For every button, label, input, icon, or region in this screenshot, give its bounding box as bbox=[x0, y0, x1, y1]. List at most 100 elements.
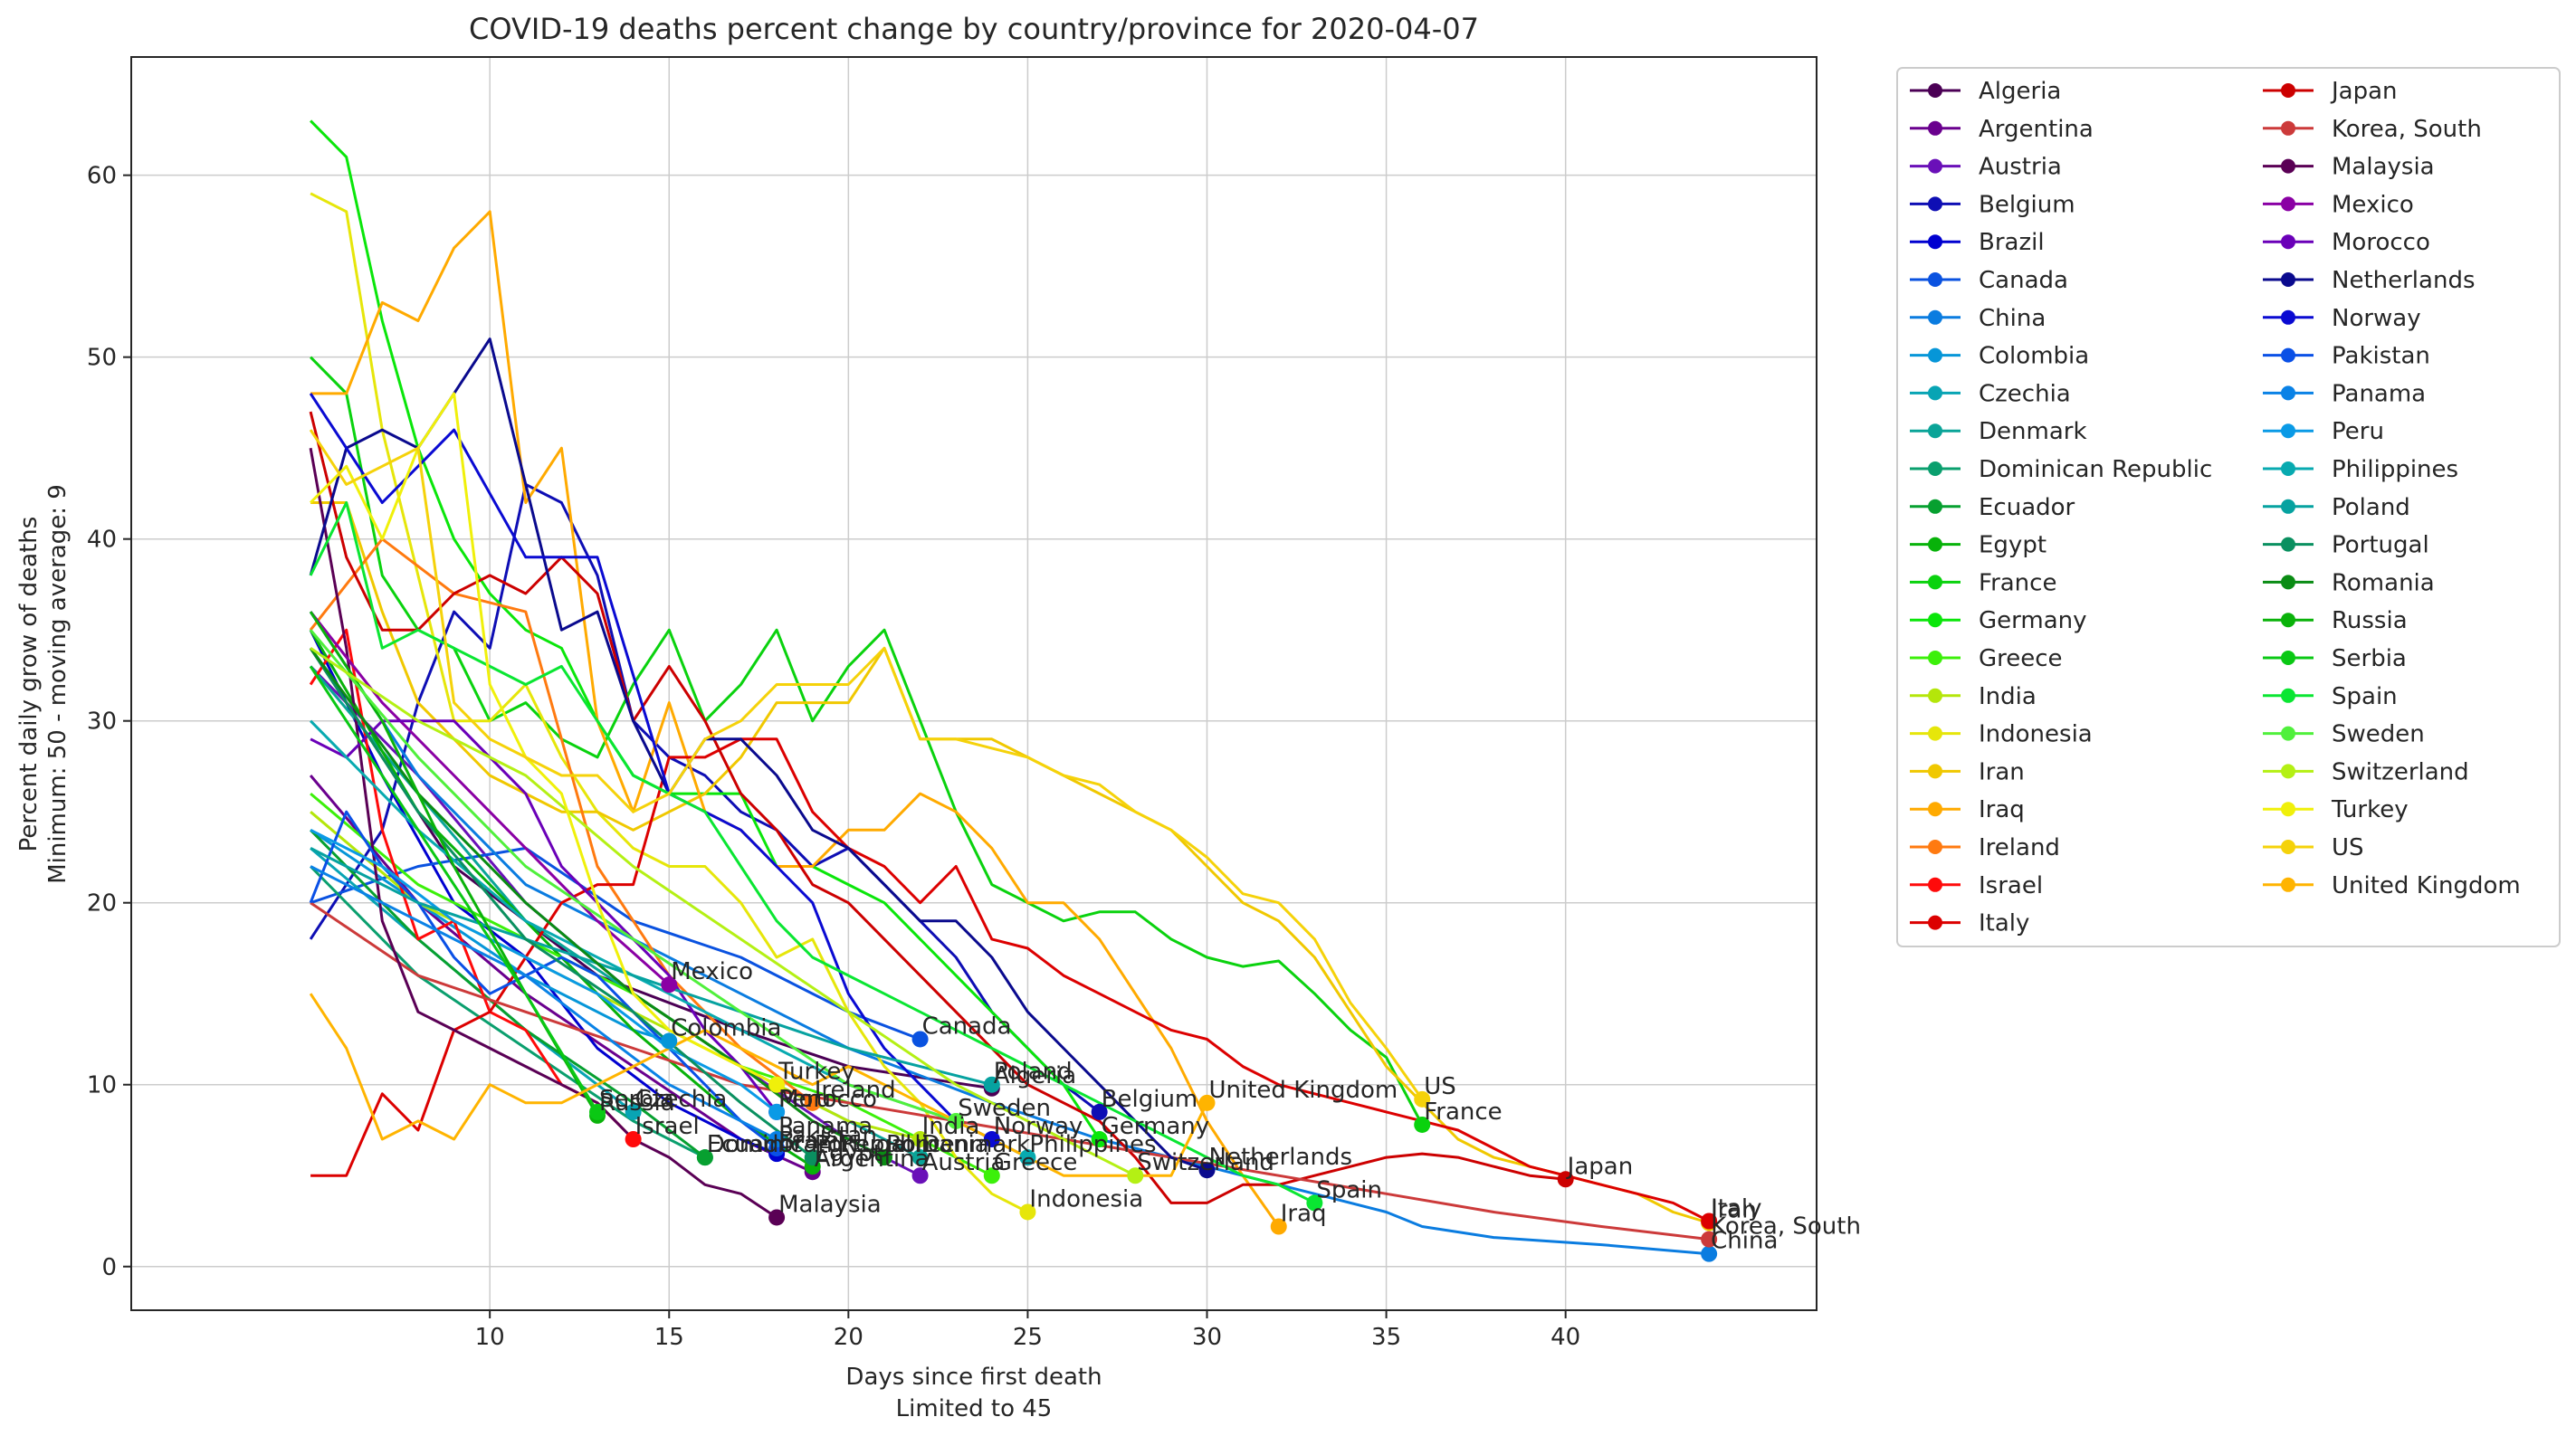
series-end-marker-greece bbox=[983, 1167, 1000, 1184]
series-end-label-indonesia: Indonesia bbox=[1029, 1185, 1143, 1213]
x-axis-label-line-1: Days since first death bbox=[845, 1364, 1102, 1391]
legend-item-belgium: Belgium bbox=[1910, 191, 2075, 218]
series-end-label-dominican-republic: Dominican Republic bbox=[707, 1131, 940, 1158]
series-end-label-ecuador: Ecuador bbox=[707, 1131, 804, 1158]
legend-item-egypt: Egypt bbox=[1910, 532, 2046, 559]
series-end-label-peru: Peru bbox=[778, 1086, 831, 1113]
legend-marker bbox=[1928, 802, 1942, 817]
legend-label: Israel bbox=[1979, 872, 2043, 899]
legend-marker bbox=[2281, 726, 2295, 741]
series-end-marker-peru bbox=[768, 1103, 786, 1120]
legend-marker bbox=[1928, 158, 1942, 174]
series-end-label-colombia: Colombia bbox=[671, 1014, 781, 1041]
series-end-label-brazil: Brazil bbox=[778, 1127, 844, 1155]
series-end-marker-colombia bbox=[661, 1032, 678, 1050]
legend-marker bbox=[1928, 764, 1942, 779]
legend-label: Canada bbox=[1979, 267, 2068, 294]
legend-item-turkey: Turkey bbox=[2263, 796, 2409, 823]
legend-items: Algeria Argentina Austria Belgium Brazil Cana… bbox=[1910, 78, 2521, 937]
legend-marker bbox=[1928, 461, 1942, 476]
legend-item-ecuador: Ecuador bbox=[1910, 494, 2075, 521]
legend-item-ireland: Ireland bbox=[1910, 834, 2060, 861]
legend-label: Poland bbox=[2332, 494, 2410, 521]
legend-label: India bbox=[1979, 683, 2037, 710]
legend-marker bbox=[1928, 423, 1942, 439]
series-end-label-serbia: Serbia bbox=[599, 1086, 674, 1113]
legend-item-panama: Panama bbox=[2263, 380, 2426, 407]
legend-marker bbox=[2281, 158, 2295, 174]
legend-item-portugal: Portugal bbox=[2263, 532, 2429, 559]
legend-item-france: France bbox=[1910, 569, 2056, 596]
legend-item-indonesia: Indonesia bbox=[1910, 721, 2093, 748]
x-tick-label: 35 bbox=[1371, 1324, 1401, 1351]
series-line-spain bbox=[309, 501, 1316, 1204]
legend-item-korea-south: Korea, South bbox=[2263, 116, 2482, 143]
legend-label: Sweden bbox=[2332, 721, 2425, 748]
series-line-switzerland bbox=[310, 647, 1136, 1177]
series-line-turkey bbox=[310, 392, 778, 1087]
series-end-label-portugal: Portugal bbox=[815, 1131, 912, 1158]
legend-label: Italy bbox=[1979, 910, 2029, 937]
x-tick-label: 20 bbox=[834, 1324, 863, 1351]
series-end-label-sweden: Sweden bbox=[958, 1095, 1051, 1122]
series-end-marker-us bbox=[1414, 1090, 1431, 1108]
series-line-dominican-republic bbox=[310, 865, 706, 1159]
series-end-marker-germany bbox=[1091, 1131, 1108, 1148]
legend-label: Brazil bbox=[1979, 229, 2045, 256]
series-end-label-korea-south: Korea, South bbox=[1711, 1213, 1861, 1241]
series-end-label-switzerland: Switzerland bbox=[1137, 1149, 1274, 1176]
series-line-united-kingdom bbox=[309, 993, 1208, 1177]
legend-label: Egypt bbox=[1979, 532, 2046, 559]
legend-label: Algeria bbox=[1979, 78, 2061, 105]
legend-label: Panama bbox=[2332, 380, 2426, 407]
series-end-label-germany: Germany bbox=[1102, 1113, 1210, 1140]
legend-marker bbox=[1928, 309, 1942, 325]
legend-item-algeria: Algeria bbox=[1910, 78, 2061, 105]
legend-label: France bbox=[1979, 569, 2056, 596]
y-axis-label-line-1: Percent daily grow of deaths bbox=[15, 517, 43, 852]
series-end-label-malaysia: Malaysia bbox=[778, 1191, 882, 1218]
legend-marker bbox=[1928, 499, 1942, 514]
series-end-marker-united-kingdom bbox=[1198, 1094, 1216, 1111]
legend-label: Netherlands bbox=[2332, 267, 2476, 294]
legend-item-israel: Israel bbox=[1910, 872, 2043, 899]
y-tick-label: 40 bbox=[87, 527, 117, 554]
series-end-marker-romania bbox=[875, 1149, 892, 1166]
legend-label: Spain bbox=[2332, 683, 2398, 710]
legend-item-austria: Austria bbox=[1910, 154, 2062, 181]
legend-label: Colombia bbox=[1979, 343, 2089, 370]
legend-item-greece: Greece bbox=[1910, 645, 2063, 672]
legend: Algeria Argentina Austria Belgium Brazil Cana… bbox=[1896, 67, 2561, 947]
legend-label: Pakistan bbox=[2332, 343, 2430, 370]
series-end-label-greece: Greece bbox=[994, 1149, 1078, 1176]
series-end-marker-japan bbox=[1557, 1171, 1574, 1188]
legend-item-pakistan: Pakistan bbox=[2263, 343, 2430, 370]
legend-marker bbox=[1928, 385, 1942, 401]
legend-item-united-kingdom: United Kingdom bbox=[2263, 872, 2521, 899]
series-end-marker-portugal bbox=[804, 1149, 821, 1166]
series-line-korea-south bbox=[310, 901, 1710, 1241]
series-end-marker-philippines bbox=[1019, 1149, 1036, 1166]
series-end-label-us: US bbox=[1424, 1073, 1456, 1100]
legend-label: Japan bbox=[2330, 78, 2398, 105]
legend-marker bbox=[2281, 688, 2295, 703]
x-tick-label: 40 bbox=[1550, 1324, 1580, 1351]
legend-marker bbox=[2281, 877, 2295, 892]
series-end-label-israel: Israel bbox=[635, 1113, 700, 1140]
legend-item-us: US bbox=[2263, 834, 2364, 861]
legend-marker bbox=[1928, 915, 1942, 930]
series-line-peru bbox=[310, 828, 778, 1114]
series-end-label-philippines: Philippines bbox=[1029, 1131, 1156, 1158]
legend-label: Russia bbox=[2332, 607, 2408, 634]
legend-marker bbox=[2281, 234, 2295, 250]
series-end-marker-iraq bbox=[1270, 1218, 1287, 1235]
series-end-marker-sweden bbox=[948, 1112, 965, 1129]
legend-marker bbox=[1928, 651, 1942, 665]
x-tick-label: 15 bbox=[654, 1324, 684, 1351]
legend-marker bbox=[2281, 423, 2295, 439]
legend-label: United Kingdom bbox=[2332, 872, 2521, 899]
series-line-ireland bbox=[309, 537, 814, 1104]
series-end-marker-indonesia bbox=[1019, 1203, 1036, 1221]
legend-marker bbox=[1928, 537, 1942, 552]
